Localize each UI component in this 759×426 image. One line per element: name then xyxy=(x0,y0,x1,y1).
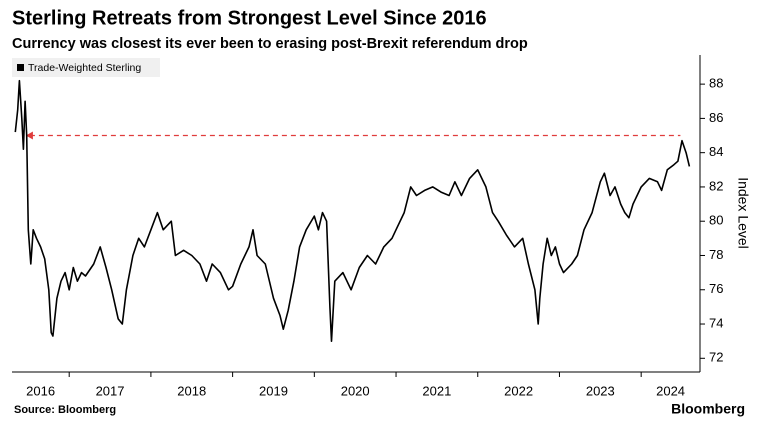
reference-arrow xyxy=(25,131,33,140)
legend-swatch xyxy=(17,64,24,71)
series-line xyxy=(14,79,691,342)
x-tick-label: 2022 xyxy=(504,383,533,398)
chart-title: Sterling Retreats from Strongest Level S… xyxy=(12,7,487,29)
y-tick-label: 76 xyxy=(709,281,723,296)
brand: Bloomberg xyxy=(671,401,745,417)
x-tick-label: 2017 xyxy=(96,383,125,398)
y-axis-label: Index Level xyxy=(735,177,751,249)
x-tick-label: 2019 xyxy=(259,383,288,398)
x-tick-label: 2021 xyxy=(422,383,451,398)
x-tick-label: 2016 xyxy=(26,383,55,398)
x-tick-label: 2018 xyxy=(177,383,206,398)
legend xyxy=(12,58,160,77)
y-tick-label: 82 xyxy=(709,178,723,193)
y-tick-label: 72 xyxy=(709,350,723,365)
x-tick-label: 2020 xyxy=(341,383,370,398)
y-tick-label: 74 xyxy=(709,315,723,330)
y-tick-label: 78 xyxy=(709,247,723,262)
legend-label: Trade-Weighted Sterling xyxy=(28,62,141,74)
source: Source: Bloomberg xyxy=(14,404,116,416)
y-tick-label: 88 xyxy=(709,76,723,91)
y-tick-label: 86 xyxy=(709,110,723,125)
y-tick-label: 84 xyxy=(709,144,723,159)
y-tick-label: 80 xyxy=(709,213,723,228)
chart-subtitle: Currency was closest its ever been to er… xyxy=(12,36,528,52)
x-tick-label: 2023 xyxy=(586,383,615,398)
x-tick-label: 2024 xyxy=(656,383,685,398)
